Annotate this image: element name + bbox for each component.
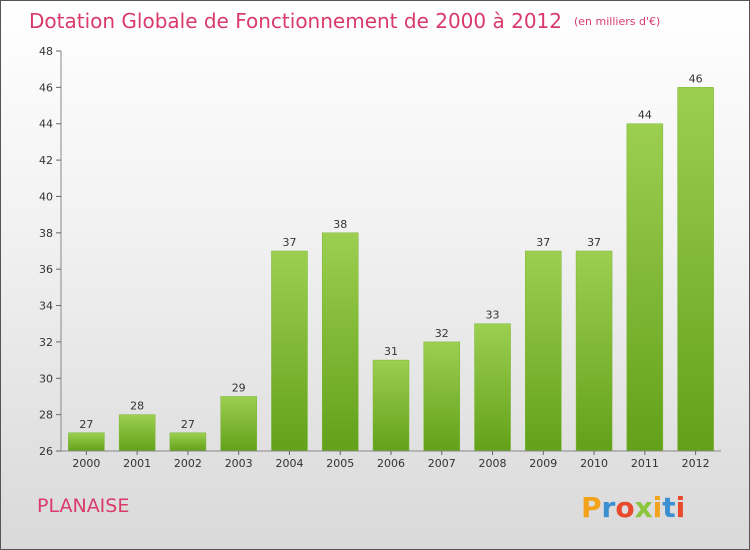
y-tick-label: 30 xyxy=(39,372,53,385)
y-tick-label: 46 xyxy=(39,81,53,94)
bar-2007 xyxy=(423,341,461,452)
x-tick-label-2003: 2003 xyxy=(225,457,253,470)
value-label-2000: 27 xyxy=(79,418,93,431)
y-tick-label: 34 xyxy=(39,300,53,313)
value-label-2008: 33 xyxy=(486,309,500,322)
value-label-2003: 29 xyxy=(232,381,246,394)
x-tick-label-2009: 2009 xyxy=(529,457,557,470)
x-tick-label-2007: 2007 xyxy=(428,457,456,470)
value-label-2001: 28 xyxy=(130,400,144,413)
value-label-2006: 31 xyxy=(384,345,398,358)
bar-2000 xyxy=(68,432,105,452)
bar-2006 xyxy=(372,359,410,452)
value-label-2010: 37 xyxy=(587,236,601,249)
x-tick-label-2012: 2012 xyxy=(682,457,710,470)
y-tick-label: 42 xyxy=(39,154,53,167)
y-tick-label: 44 xyxy=(39,118,53,131)
logo-letter: r xyxy=(601,491,616,524)
x-tick-label-2000: 2000 xyxy=(72,457,100,470)
logo-letter: o xyxy=(615,491,635,524)
value-label-2005: 38 xyxy=(333,218,347,231)
y-tick-label: 38 xyxy=(39,227,53,240)
y-tick-label: 48 xyxy=(39,45,53,58)
x-tick-label-2002: 2002 xyxy=(174,457,202,470)
x-tick-label-2004: 2004 xyxy=(275,457,303,470)
logo-letter: i xyxy=(675,491,686,524)
value-label-2004: 37 xyxy=(282,236,296,249)
y-tick-label: 32 xyxy=(39,336,53,349)
bar-2004 xyxy=(271,250,308,452)
x-axis: 2000 2001 2002 2003 2004 2005 2006 2007 2008 2009… xyxy=(61,450,721,470)
x-tick-label-2008: 2008 xyxy=(479,457,507,470)
value-label-2009: 37 xyxy=(536,236,550,249)
proxiti-logo: Proxiti xyxy=(581,491,685,524)
value-label-2011: 44 xyxy=(638,109,652,122)
value-label-2012: 46 xyxy=(689,72,703,85)
chart-unit: (en milliers d'€) xyxy=(574,15,661,28)
logo-letter: t xyxy=(662,491,676,524)
bar-2011 xyxy=(626,123,664,452)
bar-2008 xyxy=(474,323,511,452)
bar-2010 xyxy=(575,250,613,452)
y-tick-label: 26 xyxy=(39,445,53,458)
bar-2002 xyxy=(169,432,207,452)
y-tick-label: 36 xyxy=(39,263,53,276)
value-label-2007: 32 xyxy=(435,327,449,340)
x-tick-label-2006: 2006 xyxy=(377,457,405,470)
x-tick-label-2010: 2010 xyxy=(580,457,608,470)
logo-letter: x xyxy=(634,491,653,524)
x-tick-label-2011: 2011 xyxy=(631,457,659,470)
bars: 27 28 27 29 37 38 31 32 33 37 37 44 46 xyxy=(68,72,714,452)
logo-letter: P xyxy=(581,491,602,524)
bar-2005 xyxy=(321,232,359,452)
chart-title-text: Dotation Globale de Fonctionnement de 20… xyxy=(29,9,562,33)
chart-title: Dotation Globale de Fonctionnement de 20… xyxy=(29,9,660,33)
bar-2012 xyxy=(677,87,714,452)
logo-letter: i xyxy=(652,491,663,524)
y-axis: 26 28 30 32 34 36 38 40 42 44 46 48 xyxy=(39,45,62,458)
x-tick-label-2001: 2001 xyxy=(123,457,151,470)
value-label-2002: 27 xyxy=(181,418,195,431)
bar-2009 xyxy=(525,250,562,452)
bar-2003 xyxy=(220,396,257,452)
bar-2001 xyxy=(118,414,156,452)
y-tick-label: 40 xyxy=(39,190,53,203)
y-tick-label: 28 xyxy=(39,409,53,422)
commune-name: PLANAISE xyxy=(37,495,130,517)
x-tick-label-2005: 2005 xyxy=(326,457,354,470)
